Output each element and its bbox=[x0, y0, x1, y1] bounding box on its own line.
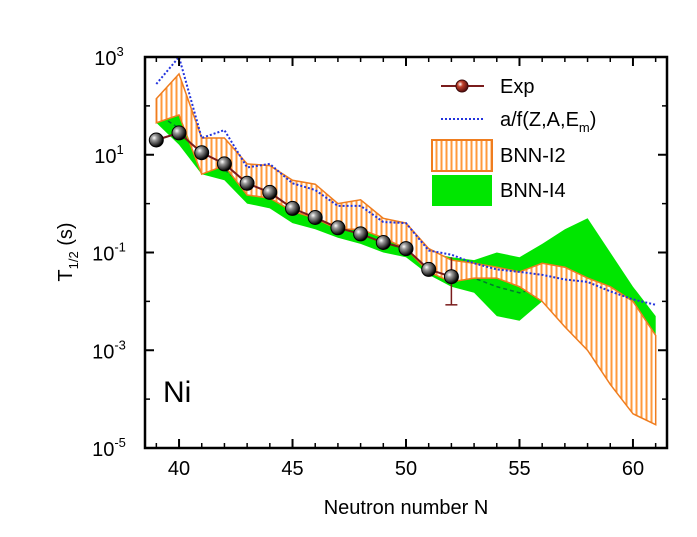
y-tick-label: 10-5 bbox=[92, 435, 126, 461]
exp-point bbox=[307, 210, 323, 225]
legend-item-bnn-i4: BNN-I4 bbox=[432, 175, 566, 206]
y-tick-label: 103 bbox=[94, 44, 123, 70]
axis-ticks: 40 45 50 55 60 10-5 10-3 10-1 101 103 bbox=[92, 44, 667, 480]
legend: Exp a/f(Z,A,Em) BNN-I2 BNN-I4 bbox=[431, 76, 596, 206]
af-series-line bbox=[155, 57, 656, 306]
exp-point bbox=[285, 200, 300, 216]
y-axis-title: T1/2 (s) bbox=[55, 222, 81, 281]
legend-bnn-i2-label: BNN-I2 bbox=[500, 145, 566, 167]
exp-point bbox=[443, 269, 459, 285]
legend-exp-marker bbox=[455, 79, 469, 93]
exp-point bbox=[398, 241, 414, 257]
legend-item-af: a/f(Z,A,Em) bbox=[441, 109, 596, 135]
legend-bnn-i4-swatch bbox=[432, 175, 492, 206]
x-tick-label: 50 bbox=[395, 458, 417, 480]
x-tick-label: 55 bbox=[508, 458, 530, 480]
legend-bnn-i4-label: BNN-I4 bbox=[500, 180, 566, 202]
exp-point bbox=[330, 220, 346, 236]
exp-point bbox=[216, 156, 232, 172]
exp-point bbox=[353, 226, 369, 242]
x-tick-label: 60 bbox=[622, 458, 644, 480]
legend-af-label: a/f(Z,A,Em) bbox=[500, 109, 596, 135]
legend-bnn-i2-swatch bbox=[431, 139, 493, 172]
legend-item-bnn-i2: BNN-I2 bbox=[431, 139, 566, 172]
x-tick-label: 40 bbox=[168, 458, 190, 480]
bnn-i2-band bbox=[155, 72, 657, 426]
bnn-i2-band-layer bbox=[155, 72, 657, 426]
exp-point bbox=[421, 261, 437, 277]
exp-point bbox=[194, 145, 210, 161]
plot-area bbox=[148, 57, 657, 426]
panel-label: Ni bbox=[163, 376, 191, 409]
y-tick-label: 10-1 bbox=[92, 240, 126, 266]
exp-point bbox=[375, 235, 391, 250]
legend-item-exp: Exp bbox=[441, 76, 534, 98]
af-line-layer bbox=[155, 57, 656, 306]
exp-point bbox=[171, 125, 187, 141]
y-tick-label: 10-3 bbox=[92, 337, 126, 363]
y-tick-label: 101 bbox=[94, 142, 123, 168]
exp-point bbox=[148, 132, 164, 148]
x-axis-title: Neutron number N bbox=[324, 497, 489, 519]
exp-point bbox=[239, 175, 255, 191]
exp-series-layer bbox=[148, 125, 459, 306]
x-tick-label: 45 bbox=[281, 458, 303, 480]
legend-exp-label: Exp bbox=[500, 76, 534, 98]
exp-point bbox=[262, 184, 278, 200]
